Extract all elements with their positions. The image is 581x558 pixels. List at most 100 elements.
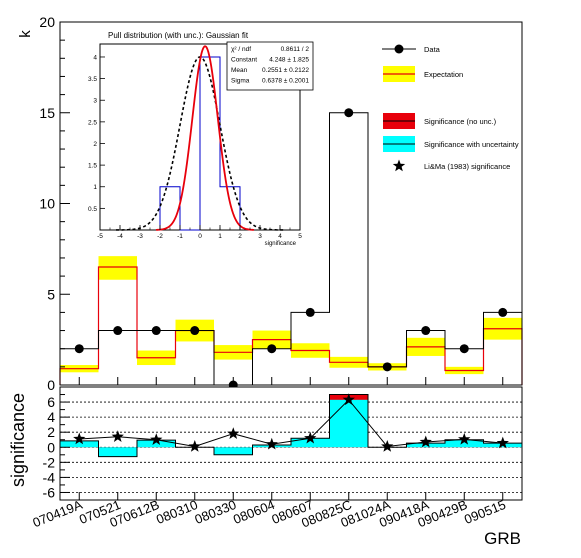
legend-data-marker xyxy=(394,44,404,54)
sig-with-unc-bar-080825C xyxy=(329,399,368,448)
data-point-080310 xyxy=(190,326,200,336)
top-y-axis-label: k xyxy=(17,30,34,38)
bottom-y-tick-label: -2 xyxy=(43,454,56,470)
pull-inset: Pull distribution (with unc.): Gaussian … xyxy=(88,31,314,247)
legend-label-lima: Li&Ma (1983) significance xyxy=(424,162,510,171)
data-point-080604 xyxy=(267,344,277,354)
bottom-y-tick-label: 0 xyxy=(47,439,55,455)
bottom-y-tick-label: 2 xyxy=(47,424,55,440)
inset-x-tick-label: 1 xyxy=(218,233,222,240)
sig-with-unc-bar-070612B xyxy=(137,440,176,448)
bottom-y-tick-label: -6 xyxy=(43,484,56,500)
sig-with-unc-bar-080330 xyxy=(214,447,253,455)
legend-label-expectation: Expectation xyxy=(424,70,463,79)
lima-line xyxy=(79,399,503,448)
legend: Data Expectation Significance (no unc.) … xyxy=(376,32,519,182)
lima-star-080607 xyxy=(304,431,317,444)
lima-series-group xyxy=(73,393,509,452)
inset-x-tick-label: -3 xyxy=(137,233,143,240)
lima-star-070419A xyxy=(73,432,86,445)
stats-value: 0.8611 / 2 xyxy=(281,46,310,53)
bottom-y-tick-label: -4 xyxy=(43,469,56,485)
inset-x-tick-label: -5 xyxy=(97,233,103,240)
sig-with-unc-bar-090429B xyxy=(445,439,484,448)
lima-star-080825C xyxy=(342,393,355,406)
legend-box xyxy=(376,32,510,182)
top-y-tick-label: 5 xyxy=(47,286,55,302)
legend-item-data: Data xyxy=(382,44,441,54)
inset-x-tick-label: 4 xyxy=(278,233,282,240)
x-axis-label: GRB xyxy=(484,529,521,548)
inset-x-tick-label: -4 xyxy=(117,233,123,240)
lima-star-080604 xyxy=(265,437,278,450)
stats-label: Mean xyxy=(231,67,248,74)
inset-x-axis-label: significance xyxy=(265,241,297,247)
inset-y-tick-label: 2 xyxy=(93,141,97,148)
lima-star-090418A xyxy=(419,435,432,448)
sig-with-unc-bar-070521 xyxy=(98,447,137,457)
stats-label: Constant xyxy=(231,57,257,64)
inset-x-tick-label: 3 xyxy=(258,233,262,240)
top-y-tick-label: 15 xyxy=(39,105,55,121)
data-point-080825C xyxy=(344,108,354,118)
data-point-070612B xyxy=(151,326,161,336)
inset-stats-box: χ² / ndf 0.8611 / 2 Constant 4.248 ± 1.825 M… xyxy=(226,41,314,91)
inset-title: Pull distribution (with unc.): Gaussian … xyxy=(108,31,249,40)
sig-with-unc-bar-080607 xyxy=(291,438,330,448)
x-tick-label-090515: 090515 xyxy=(462,497,508,527)
inset-histogram-group xyxy=(159,56,241,231)
lima-star-070612B xyxy=(150,433,163,445)
inset-fit-gaussian xyxy=(155,45,255,231)
inset-y-tick-label: 1.5 xyxy=(88,163,97,170)
stats-value: 0.6378 ± 0.2001 xyxy=(262,78,309,85)
top-y-tick-label: 20 xyxy=(39,14,55,30)
lima-star-080310 xyxy=(188,440,201,452)
legend-item-significance-no-unc: Significance (no unc.) xyxy=(383,113,497,129)
legend-label-significance-no-unc: Significance (no unc.) xyxy=(424,117,497,126)
inset-y-tick-label: 1 xyxy=(93,184,97,191)
bottom-y-axis-label: significance xyxy=(8,393,28,487)
inset-x-tick-label: -2 xyxy=(157,233,163,240)
expectation-band-070521 xyxy=(98,256,137,280)
inset-histogram xyxy=(159,56,241,231)
inset-y-tick-label: 2.5 xyxy=(88,119,97,126)
data-point-081024A xyxy=(382,362,392,372)
legend-item-significance-with-unc: Significance with uncertainty xyxy=(383,136,519,152)
lima-star-090429B xyxy=(458,432,471,445)
sig-with-unc-bar-090418A xyxy=(406,443,445,448)
lima-star-080330 xyxy=(227,427,240,439)
stats-label: χ² / ndf xyxy=(231,46,251,53)
top-y-tick-label: 0 xyxy=(47,377,55,393)
top-y-tick-label: 10 xyxy=(39,196,55,212)
legend-item-expectation: Expectation xyxy=(383,66,463,82)
data-point-090515 xyxy=(498,307,508,317)
inset-x-tick-label: 0 xyxy=(198,233,202,240)
legend-label-data: Data xyxy=(424,45,441,54)
stats-box xyxy=(226,41,314,91)
data-point-070419A xyxy=(74,344,84,354)
data-point-090429B xyxy=(459,344,469,354)
lima-star-081024A xyxy=(381,440,394,452)
lima-star-070521 xyxy=(111,430,124,442)
x-tick-labels: 070419A070521070612B08031008033008060408… xyxy=(30,497,507,531)
bottom-y-tick-label: 6 xyxy=(47,394,55,410)
stats-label: Sigma xyxy=(231,78,250,85)
stats-value: 0.2551 ± 0.2122 xyxy=(262,67,309,74)
inset-y-tick-label: 4 xyxy=(93,54,97,61)
lima-star-090515 xyxy=(496,436,509,449)
inset-x-tick-label: -1 xyxy=(177,233,183,240)
inset-axes: -5 -4 -3 -2 -1 0 1 2 3 4 5 0.5 1 1.5 2 2.5 3 3.5 4 xyxy=(88,54,302,240)
inset-x-tick-label: 5 xyxy=(298,233,302,240)
inset-y-tick-label: 3.5 xyxy=(88,76,97,83)
stats-value: 4.248 ± 1.825 xyxy=(269,57,309,64)
data-point-090418A xyxy=(421,326,431,336)
legend-star-marker xyxy=(392,159,406,172)
legend-label-significance-with-unc: Significance with uncertainty xyxy=(424,140,519,149)
inset-y-tick-label: 3 xyxy=(93,98,97,105)
legend-item-lima: Li&Ma (1983) significance xyxy=(392,159,510,172)
data-point-080607 xyxy=(305,307,315,317)
data-point-070521 xyxy=(113,326,123,336)
